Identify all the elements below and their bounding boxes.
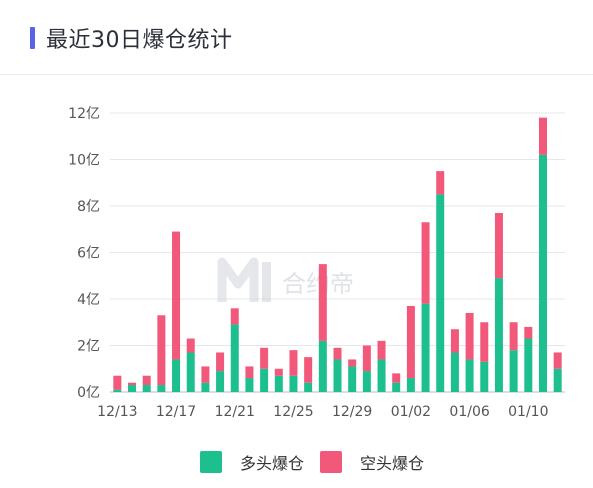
bar-short[interactable]: [142, 375, 151, 386]
bar-short[interactable]: [436, 171, 445, 195]
bar-short[interactable]: [186, 338, 195, 353]
legend-item-short[interactable]: 空头爆仓: [320, 450, 424, 474]
bar-long[interactable]: [392, 382, 401, 392]
bar-long[interactable]: [142, 385, 151, 392]
bar-long[interactable]: [274, 375, 283, 392]
bar-short[interactable]: [318, 264, 327, 341]
x-tick-label: 01/02: [391, 404, 431, 420]
x-tick-label: 12/25: [273, 404, 313, 420]
watermark-text: 合约帝: [282, 270, 354, 298]
bar-long[interactable]: [406, 378, 415, 392]
bar-short[interactable]: [524, 326, 533, 339]
bar-short[interactable]: [201, 366, 210, 383]
bar-short[interactable]: [377, 340, 386, 360]
bar-long[interactable]: [216, 371, 225, 392]
bars: [113, 117, 562, 392]
bar-short[interactable]: [157, 315, 166, 386]
legend-swatch-short: [320, 451, 342, 473]
bar-long[interactable]: [538, 154, 547, 392]
bar-long[interactable]: [186, 352, 195, 392]
x-tick-label: 12/29: [332, 404, 372, 420]
bar-short[interactable]: [421, 222, 430, 304]
bar-short[interactable]: [450, 329, 459, 353]
bar-long[interactable]: [289, 375, 298, 392]
bar-short[interactable]: [260, 347, 269, 369]
bar-long[interactable]: [421, 303, 430, 392]
legend-item-long[interactable]: 多头爆仓: [200, 450, 304, 474]
bar-short[interactable]: [348, 359, 357, 367]
bar-long[interactable]: [260, 368, 269, 392]
bar-short[interactable]: [128, 382, 137, 386]
bar-long[interactable]: [172, 359, 181, 392]
bar-long[interactable]: [318, 340, 327, 392]
y-tick-label: 8亿: [77, 199, 100, 215]
y-axis-ticks: 0亿 2亿 4亿 6亿 8亿 10亿 12亿: [68, 106, 100, 401]
bar-short[interactable]: [230, 308, 239, 325]
bar-long[interactable]: [157, 385, 166, 392]
bar-short[interactable]: [509, 322, 518, 351]
bar-short[interactable]: [172, 231, 181, 360]
bar-long[interactable]: [509, 350, 518, 392]
x-axis-ticks: 12/13 12/17 12/21 12/25 12/29 01/02 01/06 01/10: [97, 404, 548, 420]
bar-long[interactable]: [436, 194, 445, 392]
y-tick-label: 0亿: [77, 385, 100, 401]
bar-long[interactable]: [524, 338, 533, 392]
bar-short[interactable]: [406, 305, 415, 379]
bar-long[interactable]: [362, 371, 371, 392]
x-tick-label: 01/06: [449, 404, 489, 420]
x-tick-label: 12/17: [156, 404, 196, 420]
bar-short[interactable]: [113, 375, 122, 390]
legend-label-long: 多头爆仓: [240, 454, 305, 473]
liquidation-bar-chart: 合约帝 0亿 2亿 4亿 6亿 8亿 10亿 12亿 12/13 12/17 12/21 12/2…: [68, 106, 565, 420]
bar-short[interactable]: [538, 117, 547, 155]
bar-long[interactable]: [230, 324, 239, 392]
bar-long[interactable]: [201, 382, 210, 392]
bar-long[interactable]: [333, 359, 342, 392]
y-tick-label: 12亿: [68, 106, 100, 122]
bar-long[interactable]: [450, 352, 459, 392]
y-tick-label: 10亿: [68, 153, 100, 169]
bar-long[interactable]: [480, 361, 489, 392]
bar-short[interactable]: [245, 366, 254, 379]
chart-header: 最近30日爆仓统计: [0, 0, 593, 75]
y-tick-label: 2亿: [77, 339, 100, 355]
watermark: 合约帝: [217, 257, 354, 302]
bar-short[interactable]: [480, 322, 489, 362]
legend-swatch-long: [200, 451, 222, 473]
watermark-logo-icon: [217, 257, 271, 302]
bar-short[interactable]: [494, 212, 503, 279]
bar-long[interactable]: [304, 382, 313, 392]
x-tick-label: 12/13: [97, 404, 137, 420]
page-title: 最近30日爆仓统计: [46, 28, 233, 53]
bar-long[interactable]: [553, 368, 562, 392]
x-tick-label: 01/10: [508, 404, 548, 420]
grid-lines: [110, 112, 565, 393]
bar-long[interactable]: [377, 359, 386, 392]
legend-label-short: 空头爆仓: [360, 454, 425, 473]
x-tick-label: 12/21: [215, 404, 255, 420]
bar-long[interactable]: [245, 378, 254, 392]
bar-short[interactable]: [216, 352, 225, 372]
bar-short[interactable]: [553, 352, 562, 369]
bar-long[interactable]: [348, 366, 357, 392]
bar-short[interactable]: [465, 312, 474, 360]
bar-long[interactable]: [128, 385, 137, 392]
y-tick-label: 4亿: [77, 292, 100, 308]
y-tick-label: 6亿: [77, 246, 100, 262]
bar-short[interactable]: [289, 350, 298, 376]
bar-short[interactable]: [392, 373, 401, 383]
bar-long[interactable]: [494, 278, 503, 392]
bar-short[interactable]: [362, 345, 371, 372]
accent-bar: [30, 27, 35, 49]
bar-long[interactable]: [465, 359, 474, 392]
bar-long[interactable]: [113, 389, 122, 392]
bar-short[interactable]: [333, 347, 342, 360]
bar-short[interactable]: [304, 357, 313, 383]
legend: 多头爆仓 空头爆仓: [0, 450, 593, 480]
bar-short[interactable]: [274, 368, 283, 376]
